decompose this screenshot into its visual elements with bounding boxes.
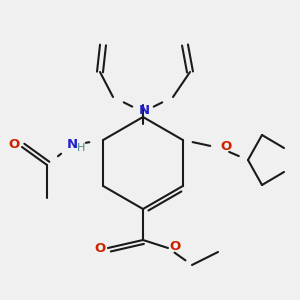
Text: O: O (8, 139, 20, 152)
Text: N: N (66, 137, 78, 151)
Text: N: N (138, 104, 150, 118)
Text: O: O (94, 242, 106, 254)
Text: O: O (169, 241, 181, 254)
Text: H: H (77, 143, 85, 153)
Text: O: O (220, 140, 232, 152)
